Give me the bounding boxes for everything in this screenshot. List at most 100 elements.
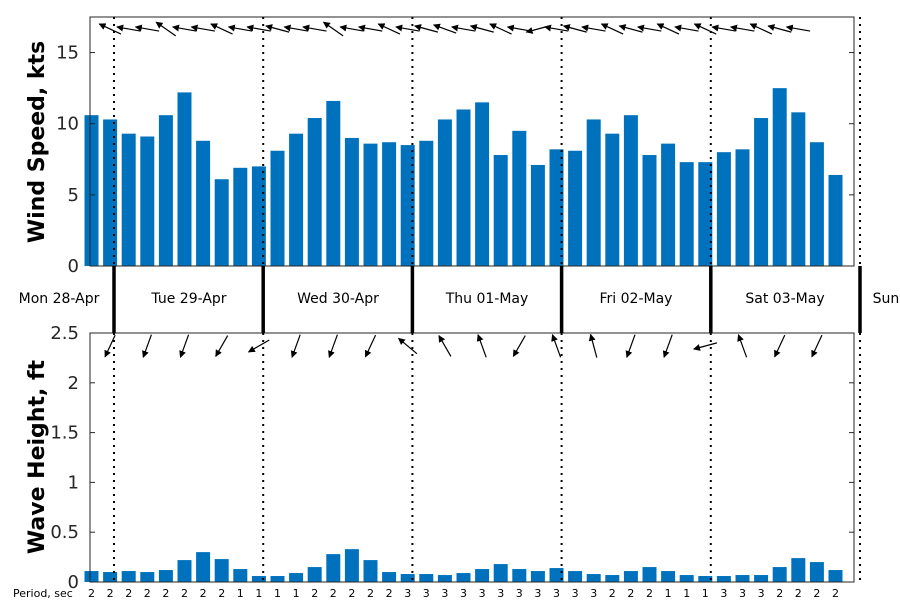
wind-speed-bar-9 [251, 166, 266, 266]
period-value-4: 2 [162, 587, 169, 600]
wave-height-bar-15 [363, 560, 378, 582]
wave-height-bar-13 [326, 554, 341, 582]
period-value-3: 2 [144, 587, 151, 600]
day-label-4: Fri 02-May [600, 291, 673, 307]
wave-height-bar-11 [289, 573, 304, 582]
wind-speed-bar-30 [642, 155, 657, 266]
wave-height-bar-35 [735, 575, 750, 582]
wind-axes-box [89, 16, 855, 267]
wave-height-bar-14 [344, 549, 359, 582]
wave-height-bar-24 [530, 571, 545, 582]
wind-speed-bar-16 [382, 142, 397, 266]
period-value-39: 2 [813, 587, 820, 600]
period-value-32: 1 [683, 587, 690, 600]
day-label-2: Wed 30-Apr [297, 291, 379, 307]
wind-speed-bar-25 [549, 149, 564, 266]
wind-direction-arrow-5 [190, 24, 216, 32]
wind-speed-bar-7 [214, 179, 229, 266]
period-value-14: 2 [348, 587, 355, 600]
period-value-37: 2 [776, 587, 783, 600]
wind-direction-arrow-0 [98, 23, 122, 35]
wave-height-bar-12 [307, 567, 322, 582]
wave-height-bar-31 [661, 571, 676, 582]
wind-speed-bar-5 [177, 92, 192, 266]
wave-height-bar-38 [791, 558, 806, 582]
period-value-35: 3 [739, 587, 746, 600]
day-label-5: Sat 03-May [745, 291, 824, 307]
wave-y-tick-label-1: 0.5 [50, 522, 79, 543]
wave-direction-arrow-4 [247, 339, 270, 353]
wind-y-tick-label-3: 15 [56, 43, 79, 64]
wind-speed-bar-20 [456, 109, 471, 267]
period-value-6: 2 [200, 587, 207, 600]
wave-direction-arrow-2 [179, 334, 190, 358]
period-value-25: 3 [553, 587, 560, 600]
wave-height-bar-0 [84, 571, 99, 582]
wind-direction-arrow-37 [785, 24, 811, 32]
period-value-5: 2 [181, 587, 188, 600]
period-value-31: 1 [665, 587, 672, 600]
wave-direction-arrow-13 [588, 333, 598, 358]
period-value-0: 2 [88, 587, 95, 600]
period-value-9: 1 [255, 587, 262, 600]
wave-height-bar-33 [698, 576, 713, 582]
wind-speed-bar-0 [84, 115, 99, 267]
wave-height-bar-27 [586, 574, 601, 582]
wave-y-tick-label-0: 0 [68, 572, 79, 593]
period-value-12: 2 [311, 587, 318, 600]
wind-direction-arrow-6 [210, 23, 233, 35]
wave-direction-arrow-8 [397, 337, 418, 355]
wind-direction-arrow-18 [432, 23, 457, 34]
wind-speed-bar-31 [661, 143, 676, 266]
wind-direction-arrow-16 [395, 24, 420, 32]
wind-speed-bar-26 [568, 150, 583, 266]
wind-speed-bar-29 [623, 115, 638, 267]
wave-height-bar-40 [828, 570, 843, 582]
wave-height-bar-22 [493, 564, 508, 582]
wave-height-bar-4 [158, 570, 173, 582]
wave-height-bar-1 [103, 572, 118, 582]
period-value-8: 1 [237, 587, 244, 600]
wind-speed-bar-22 [493, 155, 508, 266]
wave-direction-arrow-1 [142, 334, 152, 358]
wave-y-tick-label-5: 2.5 [50, 323, 79, 344]
wind-speed-bar-2 [121, 133, 136, 266]
wind-speed-bar-37 [772, 88, 787, 266]
period-value-22: 3 [497, 587, 504, 600]
wave-direction-arrow-0 [104, 334, 116, 358]
wave-height-bar-26 [568, 571, 583, 582]
period-value-28: 2 [609, 587, 616, 600]
wave-direction-arrow-5 [290, 334, 301, 358]
period-value-20: 3 [460, 587, 467, 600]
wave-height-bar-32 [679, 575, 694, 582]
wave-direction-arrow-17 [737, 334, 748, 358]
wind-direction-arrow-11 [302, 24, 327, 32]
period-label: Period, sec [13, 587, 73, 600]
wave-height-bar-30 [642, 567, 657, 582]
wave-height-panel: 0 0.5 1 1.5 2 2.5 Wave Height, ft [25, 323, 855, 593]
wind-speed-bar-6 [196, 140, 211, 266]
wind-direction-arrow-35 [749, 23, 773, 35]
period-value-2: 2 [125, 587, 132, 600]
period-value-7: 2 [218, 587, 225, 600]
wave-height-bar-23 [512, 569, 527, 582]
day-label-0: Mon 28-Apr [19, 291, 100, 307]
wave-direction-arrow-10 [476, 334, 487, 358]
wave-height-bar-10 [270, 576, 285, 582]
wind-y-tick-label-0: 0 [68, 256, 79, 277]
period-value-38: 2 [795, 587, 802, 600]
wind-y-tick-label-1: 5 [68, 185, 79, 206]
wind-speed-bar-34 [716, 152, 731, 266]
wind-speed-bar-32 [679, 162, 694, 266]
wind-direction-arrows [98, 21, 811, 37]
wind-speed-bar-13 [326, 100, 341, 266]
wind-direction-arrow-14 [357, 24, 383, 32]
wind-direction-arrow-31 [674, 24, 699, 32]
wave-height-bar-2 [121, 571, 136, 582]
period-value-21: 3 [479, 587, 486, 600]
wave-height-bar-29 [623, 571, 638, 582]
wave-height-bar-3 [140, 572, 155, 582]
wind-direction-arrow-34 [729, 24, 755, 32]
wave-height-bar-5 [177, 560, 192, 582]
